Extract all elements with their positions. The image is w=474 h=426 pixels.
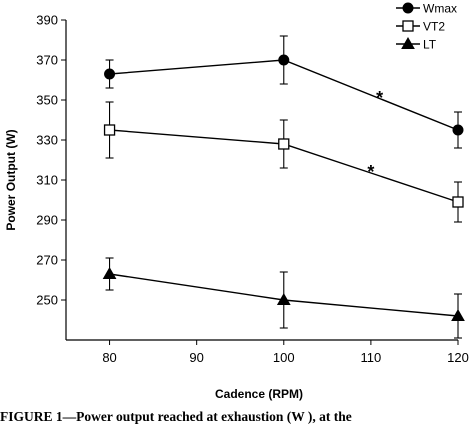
legend-label: LT — [423, 38, 437, 52]
legend-label: Wmax — [423, 2, 457, 16]
series-lt — [102, 257, 465, 339]
data-point — [278, 138, 290, 150]
x-tick-label: 90 — [189, 350, 203, 365]
legend-item-wmax: Wmax — [396, 2, 457, 16]
series-layer — [102, 35, 465, 339]
y-tick-label: 390 — [36, 13, 58, 28]
y-tick-label: 350 — [36, 93, 58, 108]
y-tick-label: 310 — [36, 173, 58, 188]
x-tick-label: 100 — [273, 350, 295, 365]
series-wmax — [104, 35, 464, 149]
legend-label: VT2 — [423, 20, 445, 34]
legend-item-vt2: VT2 — [396, 20, 445, 34]
y-tick-label: 370 — [36, 53, 58, 68]
legend: Wmax VT2 LT — [396, 2, 457, 52]
data-point — [278, 54, 290, 66]
data-point — [452, 124, 464, 136]
data-point — [104, 68, 116, 80]
significance-asterisk: * — [367, 162, 374, 182]
data-point — [103, 124, 116, 136]
x-axis-title: Cadence (RPM) — [215, 387, 303, 401]
data-point — [452, 196, 464, 208]
data-point — [102, 266, 117, 279]
annotation-layer: ** — [367, 88, 383, 182]
y-tick-label: 250 — [36, 293, 58, 308]
legend-marker — [401, 36, 415, 49]
y-tick-label: 270 — [36, 253, 58, 268]
y-tick-label: 290 — [36, 213, 58, 228]
x-tick-label: 110 — [361, 350, 382, 365]
y-tick-label: 330 — [36, 133, 58, 148]
x-axis-ticks: 80 90 100 110 120 — [102, 340, 469, 365]
data-point — [276, 292, 291, 305]
legend-marker — [402, 20, 414, 32]
legend-marker — [402, 2, 414, 14]
legend-item-lt: LT — [396, 36, 437, 52]
figure-caption: FIGURE 1—Power output reached at exhaust… — [0, 409, 352, 424]
axes — [65, 20, 458, 341]
x-tick-label: 120 — [447, 350, 469, 365]
significance-asterisk: * — [376, 88, 383, 108]
series-vt2 — [103, 101, 464, 223]
x-tick-label: 80 — [102, 350, 116, 365]
y-axis-ticks: 250 270 290 310 330 350 370 390 — [36, 13, 66, 308]
y-axis-title: Power Output (W) — [4, 129, 18, 230]
data-point — [451, 308, 465, 321]
